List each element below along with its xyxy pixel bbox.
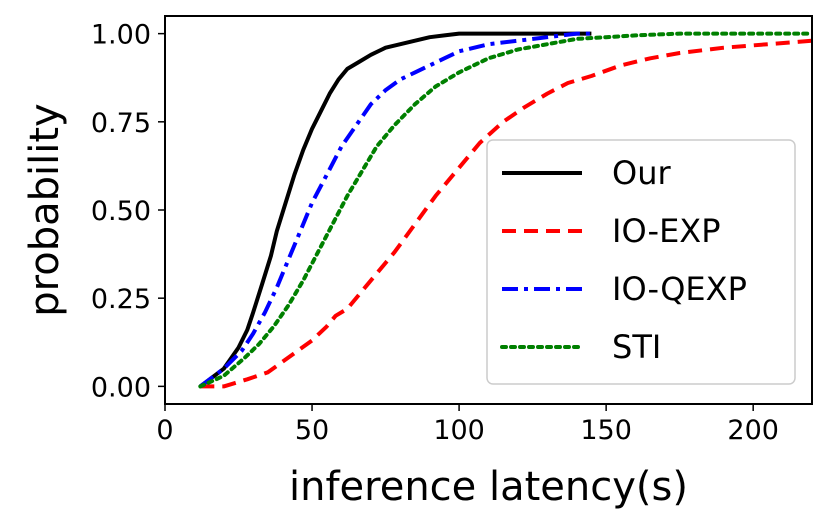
y-tick-label: 1.00 xyxy=(91,20,151,51)
legend-label-sti: STI xyxy=(612,328,661,366)
x-tick-label: 0 xyxy=(156,415,173,446)
y-tick-label: 0.00 xyxy=(91,372,151,403)
legend: Our IO-EXP IO-QEXP STI xyxy=(486,139,796,385)
series-line-sti xyxy=(198,31,814,389)
x-axis-label: inference latency(s) xyxy=(289,464,688,510)
legend-label-io-qexp: IO-QEXP xyxy=(612,270,747,308)
legend-label-io-exp: IO-EXP xyxy=(612,212,721,250)
x-tick-label: 100 xyxy=(433,415,485,446)
series-lines xyxy=(198,31,814,389)
x-tick-label: 200 xyxy=(727,415,779,446)
y-tick-label: 0.75 xyxy=(91,108,151,139)
axis-ticks: 0 50 100 150 200 0.00 0.25 0.50 0.75 1.00 xyxy=(91,20,779,446)
legend-label-our: Our xyxy=(612,154,671,192)
series-line-our xyxy=(199,31,592,388)
y-tick-label: 0.50 xyxy=(91,196,151,227)
y-axis-label: probability xyxy=(22,103,68,316)
x-tick-label: 150 xyxy=(580,415,632,446)
x-tick-label: 50 xyxy=(295,415,329,446)
series-line-io-exp xyxy=(200,38,813,389)
series-line-io-qexp xyxy=(199,31,592,388)
y-tick-label: 0.25 xyxy=(91,284,151,315)
legend-box xyxy=(486,139,796,385)
